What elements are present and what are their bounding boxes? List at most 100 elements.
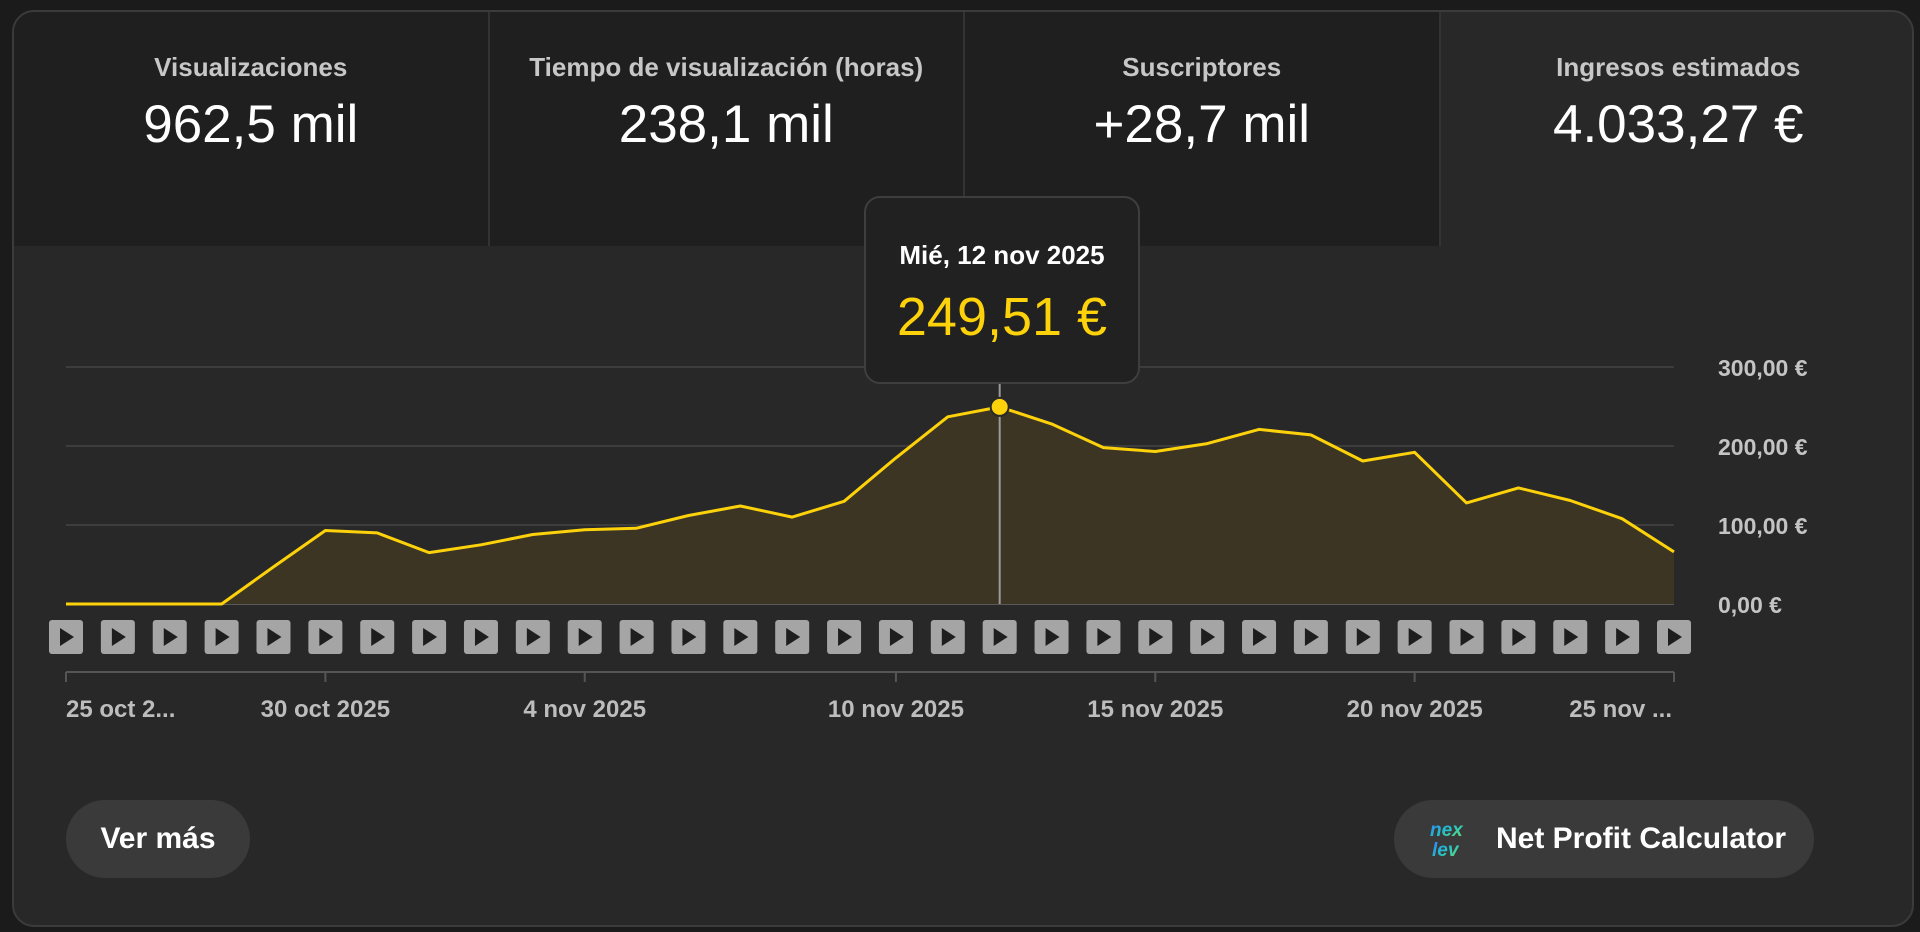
data-point <box>997 404 1003 410</box>
play-icon[interactable] <box>982 620 1017 654</box>
data-point <box>1256 426 1262 432</box>
data-point <box>893 455 899 461</box>
svg-text:lev: lev <box>1432 840 1460 860</box>
data-point <box>1100 445 1106 451</box>
data-point <box>1412 449 1418 455</box>
play-icon[interactable] <box>515 620 550 654</box>
data-point <box>322 528 328 534</box>
play-icon[interactable] <box>878 620 913 654</box>
metric-label: Tiempo de visualización (horas) <box>529 52 924 82</box>
svg-text:nex: nex <box>1430 820 1464 841</box>
x-tick-label: 25 nov ... <box>1569 696 1672 723</box>
y-tick-label: 0,00 € <box>1718 592 1782 618</box>
play-icon[interactable] <box>827 620 862 654</box>
see-more-button[interactable]: Ver más <box>66 800 250 878</box>
play-icon[interactable] <box>1501 620 1536 654</box>
metric-value: 4.033,27 € <box>1552 95 1804 154</box>
play-icon[interactable] <box>1397 620 1432 654</box>
data-point <box>789 514 795 520</box>
x-axis-ticks: 25 oct 2... 30 oct 2025 4 nov 2025 10 nov 2… <box>65 672 1675 723</box>
net-profit-calculator-label: Net Profit Calculator <box>1496 822 1787 855</box>
play-icon[interactable] <box>1345 620 1380 654</box>
data-point <box>582 527 588 533</box>
tooltip-date: Mié, 12 nov 2025 <box>899 240 1105 270</box>
play-icon[interactable] <box>463 620 498 654</box>
data-point <box>426 550 432 556</box>
data-point <box>63 601 69 607</box>
metric-label: Visualizaciones <box>154 52 348 82</box>
play-icon[interactable] <box>412 620 447 654</box>
data-point <box>945 414 951 420</box>
data-point <box>374 530 380 536</box>
x-tick-label: 20 nov 2025 <box>1347 696 1483 723</box>
play-icon[interactable] <box>619 620 654 654</box>
metric-value: 962,5 mil <box>143 95 359 154</box>
data-point <box>530 531 536 537</box>
play-icon[interactable] <box>308 620 343 654</box>
play-icon[interactable] <box>1293 620 1328 654</box>
play-icon[interactable] <box>1657 620 1691 654</box>
metric-value: +28,7 mil <box>1093 95 1311 154</box>
play-icon[interactable] <box>1605 620 1640 654</box>
play-icon[interactable] <box>49 620 83 654</box>
revenue-area <box>66 406 1674 604</box>
metric-label: Ingresos estimados <box>1556 52 1801 82</box>
play-icon[interactable] <box>671 620 706 654</box>
play-icon[interactable] <box>100 620 135 654</box>
play-icon[interactable] <box>1086 620 1121 654</box>
metric-label: Suscriptores <box>1122 52 1282 82</box>
data-point <box>1152 449 1158 455</box>
data-point <box>478 542 484 548</box>
y-axis-labels: 0,00 € 100,00 € 200,00 € 300,00 € <box>1718 355 1808 618</box>
play-icon[interactable] <box>930 620 965 654</box>
data-point <box>737 503 743 509</box>
tooltip-value: 249,51 € <box>896 287 1108 347</box>
data-point <box>634 525 640 531</box>
x-tick-label: 10 nov 2025 <box>828 696 964 723</box>
data-point <box>1049 421 1055 427</box>
y-tick-label: 100,00 € <box>1718 513 1808 539</box>
chart-tooltip: Mié, 12 nov 2025 249,51 € <box>864 196 1140 384</box>
nexlev-logo-icon: nex lev <box>1430 820 1464 860</box>
data-point <box>841 498 847 504</box>
data-point <box>115 601 121 607</box>
data-point <box>1671 549 1677 555</box>
x-tick-label: 15 nov 2025 <box>1087 696 1223 723</box>
revenue-line <box>66 405 1675 606</box>
metric-value: 238,1 mil <box>618 95 834 154</box>
play-icon[interactable] <box>1449 620 1484 654</box>
play-icon[interactable] <box>1138 620 1173 654</box>
play-icon[interactable] <box>360 620 395 654</box>
play-icon[interactable] <box>1190 620 1225 654</box>
data-point <box>1464 500 1470 506</box>
data-point <box>1567 498 1573 504</box>
data-point <box>1204 441 1210 447</box>
x-tick-label: 25 oct 2... <box>66 696 175 723</box>
data-point <box>685 513 691 519</box>
x-tick-label: 30 oct 2025 <box>261 696 390 723</box>
revenue-chart[interactable]: 0,00 € 100,00 € 200,00 € 300,00 € 25 oct 2.… <box>14 12 1914 927</box>
data-point <box>1308 432 1314 438</box>
metric-tab-views[interactable]: Visualizaciones 962,5 mil <box>14 12 490 246</box>
play-icon[interactable] <box>775 620 810 654</box>
net-profit-calculator-button[interactable]: nex lev Net Profit Calculator <box>1394 800 1814 878</box>
play-icon[interactable] <box>1242 620 1277 654</box>
metric-tabs: Visualizaciones 962,5 mil Tiempo de visu… <box>14 12 1913 246</box>
metric-tab-revenue[interactable]: Ingresos estimados 4.033,27 € <box>1441 12 1913 246</box>
see-more-label: Ver más <box>100 822 216 855</box>
data-point <box>1360 458 1366 464</box>
data-point <box>1619 516 1625 522</box>
y-tick-label: 200,00 € <box>1718 434 1808 460</box>
play-icon[interactable] <box>152 620 187 654</box>
highlight-point[interactable] <box>989 396 1010 417</box>
y-tick-label: 300,00 € <box>1718 355 1808 381</box>
play-icon[interactable] <box>256 620 291 654</box>
play-icon[interactable] <box>567 620 602 654</box>
play-icon[interactable] <box>723 620 758 654</box>
play-icon[interactable] <box>1034 620 1069 654</box>
video-markers <box>49 620 1691 654</box>
play-icon[interactable] <box>204 620 239 654</box>
analytics-card: Visualizaciones 962,5 mil Tiempo de visu… <box>12 10 1914 927</box>
data-point <box>219 601 225 607</box>
play-icon[interactable] <box>1553 620 1588 654</box>
